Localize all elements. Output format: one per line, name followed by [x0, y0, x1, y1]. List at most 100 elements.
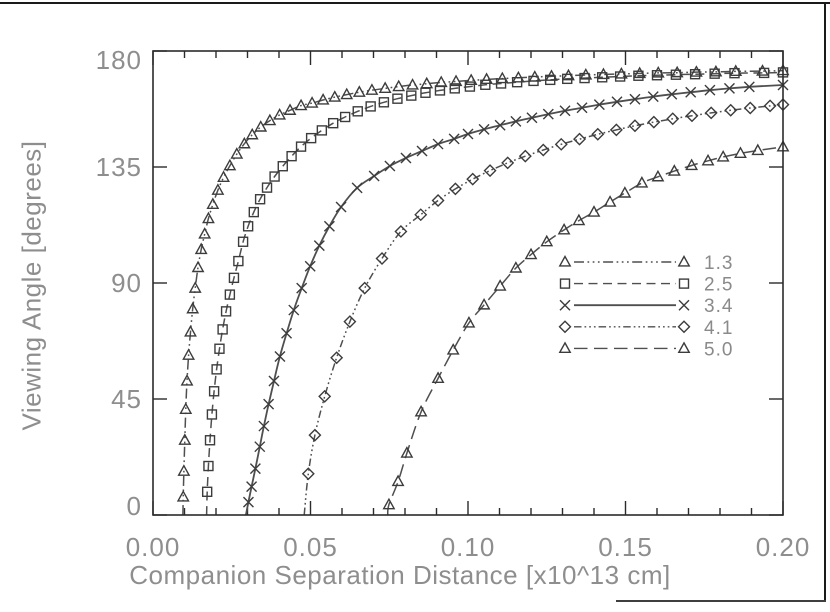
- square-marker: [434, 85, 446, 96]
- square-marker: [242, 221, 254, 232]
- square-marker: [758, 67, 770, 79]
- square-marker: [420, 87, 431, 98]
- curve-5.0: [386, 146, 784, 516]
- legend-label: 2.5: [704, 275, 733, 296]
- square-marker: [480, 79, 491, 90]
- square-marker: [614, 71, 626, 82]
- triangle-marker: [651, 169, 665, 182]
- x-marker: [559, 299, 571, 311]
- diamond-marker: [677, 320, 691, 334]
- x-marker: [296, 282, 308, 294]
- diamond-marker: [724, 103, 738, 117]
- tick-labels: 0.00 0.05 0.10 0.15 0.20 0 45 90 135 180: [96, 45, 811, 562]
- triangle-marker: [194, 242, 208, 255]
- square-marker: [689, 68, 701, 80]
- triangle-marker: [182, 348, 196, 360]
- x-tick-label: 0.15: [598, 532, 653, 562]
- square-marker: [201, 486, 213, 497]
- x-marker: [704, 84, 716, 96]
- x-marker: [494, 119, 506, 131]
- diamond-marker: [414, 208, 428, 222]
- square-marker: [220, 306, 232, 317]
- square-marker: [511, 76, 523, 88]
- legend-label: 1.3: [704, 253, 733, 274]
- diamond-marker: [554, 137, 568, 151]
- diamond-marker: [628, 119, 642, 133]
- diamond-marker: [466, 172, 480, 186]
- triangle-marker: [480, 72, 493, 85]
- triangle-marker: [202, 211, 215, 224]
- diamond-marker: [308, 428, 322, 442]
- diamond-marker: [394, 224, 408, 238]
- triangle-marker: [191, 260, 205, 273]
- legend-label: 4.1: [704, 318, 733, 339]
- diamond-marker: [536, 143, 550, 157]
- diamond-marker: [318, 389, 332, 403]
- square-marker: [277, 161, 288, 172]
- triangle-marker: [378, 81, 392, 94]
- square-marker: [248, 206, 260, 218]
- square-marker: [579, 72, 590, 84]
- square-marker: [203, 460, 214, 472]
- triangle-marker: [751, 143, 765, 156]
- square-marker: [305, 132, 317, 144]
- diamond-marker: [375, 252, 389, 266]
- square-marker: [709, 68, 720, 79]
- square-marker: [352, 106, 363, 117]
- x-marker: [368, 170, 380, 182]
- square-marker: [208, 386, 220, 397]
- figure-border-bottom: [616, 600, 826, 602]
- x-marker: [478, 123, 490, 135]
- x-marker: [678, 299, 690, 311]
- x-marker: [629, 93, 641, 105]
- x-marker: [647, 91, 659, 103]
- x-marker: [384, 160, 396, 172]
- square-marker: [339, 111, 351, 123]
- diamond-marker: [558, 320, 572, 334]
- square-marker: [559, 278, 571, 289]
- square-marker: [378, 97, 390, 108]
- square-marker: [528, 75, 539, 87]
- square-marker: [214, 343, 225, 354]
- triangle-marker: [677, 255, 691, 267]
- diamond-marker: [343, 315, 357, 329]
- square-marker: [392, 93, 403, 104]
- triangle-marker: [493, 279, 507, 291]
- x-marker: [526, 112, 538, 124]
- triangle-marker: [223, 158, 237, 171]
- triangle-marker: [180, 374, 194, 386]
- triangle-marker: [206, 197, 220, 210]
- triangle-marker: [178, 433, 192, 445]
- x-marker: [448, 133, 460, 145]
- x-marker: [274, 350, 286, 362]
- x-marker: [416, 145, 428, 157]
- y-tick-label: 45: [111, 384, 142, 414]
- x-marker: [246, 481, 258, 493]
- curve-2.5: [205, 71, 784, 516]
- x-marker: [432, 138, 444, 150]
- triangle-marker: [340, 87, 354, 100]
- triangle-marker: [477, 297, 491, 310]
- x-marker: [323, 220, 335, 232]
- legend: 1.32.53.44.15.0: [558, 253, 733, 360]
- triangle-marker: [558, 341, 572, 354]
- triangle-marker: [305, 96, 319, 108]
- x-tick-label: 0.10: [441, 532, 496, 562]
- square-marker: [406, 90, 417, 101]
- x-marker: [559, 105, 571, 117]
- square-marker: [217, 324, 228, 335]
- triangle-marker: [734, 146, 747, 158]
- triangle-marker: [449, 74, 463, 87]
- triangle-marker: [618, 186, 632, 198]
- triangle-marker: [587, 205, 601, 217]
- y-tick-label: 135: [96, 152, 142, 182]
- x-marker: [510, 115, 522, 127]
- curves: [182, 69, 784, 516]
- x-tick-label: 0.20: [756, 532, 811, 562]
- square-marker: [678, 278, 690, 289]
- diamond-marker: [666, 112, 680, 126]
- square-marker: [254, 194, 266, 205]
- triangle-marker: [188, 281, 202, 293]
- square-marker: [327, 117, 339, 129]
- square-marker: [286, 150, 297, 162]
